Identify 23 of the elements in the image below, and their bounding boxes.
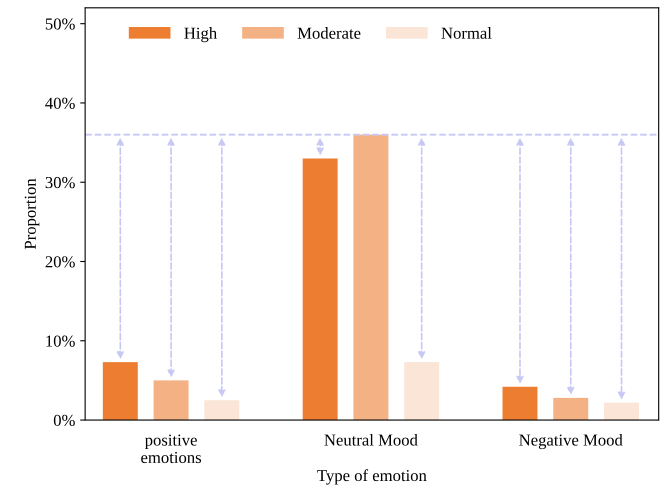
y-tick-label: 10% [46,335,75,347]
bar [204,400,240,420]
bar [302,158,338,420]
legend-label: Normal [441,27,492,39]
y-tick-label: 50% [46,18,75,30]
y-tick-label: 30% [46,176,75,188]
y-tick-label: 40% [45,98,75,109]
legend-label: Moderate [298,27,360,39]
legend-label: High [184,27,217,42]
x-tick-label: Negative Mood [519,434,623,450]
x-tick-label: positive emotions [141,434,202,464]
y-tick-label: 0% [54,414,75,426]
bar [353,134,388,420]
x-tick-label: Neutral Mood [324,434,418,446]
bar [502,386,538,420]
x-axis-title: Type of emotion [317,469,427,485]
bar [604,402,639,420]
bar [154,380,189,420]
y-tick-label: 20% [46,256,75,268]
bar [102,362,138,420]
y-axis-title: Proportion [24,178,40,250]
bar [404,362,440,420]
bar [553,398,588,420]
